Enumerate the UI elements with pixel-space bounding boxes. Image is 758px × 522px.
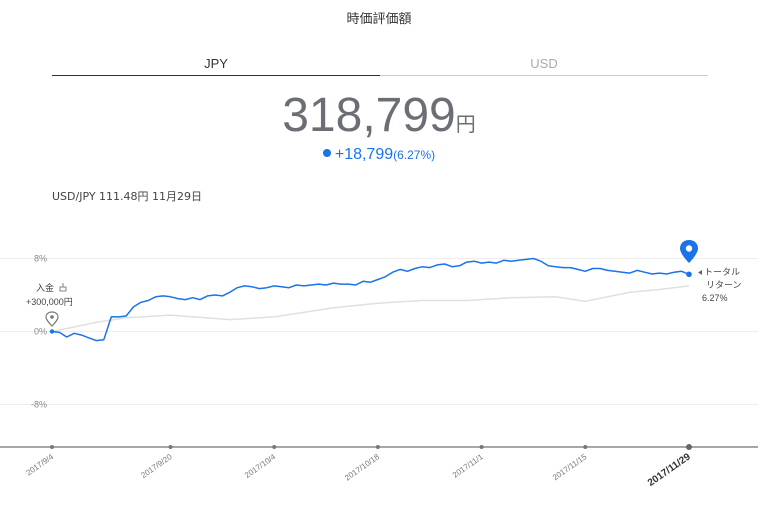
x-tick-label: 2017/11/29	[646, 451, 693, 489]
total-return-pointer-icon	[698, 270, 702, 275]
change-amount: +18,799	[334, 146, 394, 163]
deposit-label: 入金	[36, 282, 54, 293]
change-dot-icon	[322, 149, 331, 157]
page-title: 時価評価額	[346, 12, 412, 27]
total-return-value: 6.27%	[702, 293, 728, 303]
valuation-number: 318,799	[282, 89, 456, 142]
x-tick-label: 2017/9/20	[139, 452, 174, 480]
x-tick-dot	[479, 445, 484, 449]
start-point	[49, 329, 55, 334]
y-tick-label: -8%	[31, 400, 47, 410]
x-tick-label: 2017/9/4	[24, 452, 55, 478]
tab-jpy[interactable]: JPY	[204, 56, 228, 71]
total-return-label-2: リターン	[706, 280, 742, 290]
fx-rate-label: USD/JPY 111.48円 11月29日	[52, 190, 203, 203]
valuation-change: +18,799(6.27%)	[0, 146, 758, 164]
total-return-series	[49, 257, 692, 342]
x-tick-dot	[583, 445, 588, 449]
chart-grid: 8% 0% -8%	[0, 254, 758, 410]
annotations: 入金 +300,000円 トータル リターン 6.27%	[26, 240, 742, 327]
x-tick-label: 2017/11/1	[451, 452, 485, 480]
valuation-amount: 318,799円	[0, 88, 758, 143]
tab-inactive-underline	[380, 75, 708, 76]
total-return-label-1: トータル	[704, 267, 740, 277]
benchmark-series	[51, 285, 690, 333]
x-tick-label: 2017/10/4	[243, 452, 278, 480]
tab-active-underline	[52, 75, 380, 76]
x-tick-label: 2017/10/18	[343, 452, 381, 483]
change-percent: (6.27%)	[393, 148, 436, 162]
deposit-amount: +300,000円	[26, 297, 73, 307]
tab-usd[interactable]: USD	[530, 56, 558, 71]
valuation-unit: 円	[455, 114, 476, 136]
deposit-marker-icon	[45, 311, 59, 327]
total-return-pin-icon[interactable]	[680, 240, 698, 263]
x-tick-dot	[272, 445, 277, 449]
x-tick-dot	[686, 444, 692, 450]
x-tick-dot	[375, 445, 380, 449]
x-tick-dot	[50, 445, 54, 449]
end-point[interactable]	[686, 271, 692, 278]
benchmark-line	[51, 285, 690, 333]
x-tick-dot	[168, 445, 173, 449]
deposit-icon	[59, 283, 67, 292]
y-tick-label: 0%	[34, 327, 47, 337]
total-return-line	[51, 257, 690, 342]
y-tick-label: 8%	[34, 254, 47, 264]
x-tick-label: 2017/11/15	[551, 452, 589, 482]
x-axis: 2017/9/4 2017/9/20 2017/10/4 2017/10/18 2017…	[0, 444, 758, 489]
